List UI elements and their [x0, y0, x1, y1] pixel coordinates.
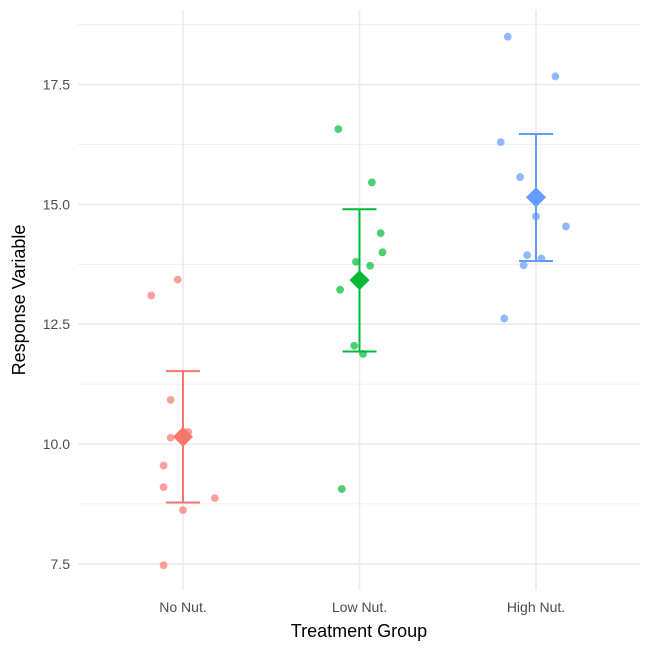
x-tick-label: High Nut. [507, 599, 565, 615]
data-point [350, 341, 359, 350]
data-point [376, 229, 385, 238]
data-point [336, 285, 344, 294]
x-axis-tick-labels: No Nut. Low Nut. High Nut. [159, 599, 565, 615]
data-point [496, 138, 505, 147]
data-point [378, 248, 387, 257]
y-tick-label: 10.0 [43, 436, 70, 452]
data-point [519, 261, 528, 270]
x-tick-label: Low Nut. [332, 599, 387, 615]
data-point [159, 561, 168, 570]
y-axis-tick-labels: 7.5 10.0 12.5 15.0 17.5 [43, 77, 70, 572]
data-point [210, 494, 219, 503]
data-point [523, 251, 532, 260]
data-point [159, 461, 168, 470]
data-point [532, 212, 540, 221]
data-point [516, 173, 525, 181]
y-tick-label: 17.5 [43, 77, 70, 93]
data-point [562, 222, 570, 231]
mean-markers [173, 187, 546, 447]
data-points [147, 32, 570, 570]
data-point [551, 72, 560, 81]
x-axis-title: Treatment Group [291, 621, 427, 641]
mean-marker [349, 270, 370, 291]
data-point [147, 291, 156, 300]
data-point [537, 254, 546, 263]
data-point [352, 258, 360, 266]
data-point [503, 32, 512, 41]
data-point [367, 178, 376, 187]
data-point [173, 275, 182, 284]
data-point [166, 396, 175, 404]
data-point [179, 506, 187, 515]
y-tick-label: 12.5 [43, 316, 70, 332]
grid [78, 10, 640, 590]
y-axis-title: Response Variable [9, 225, 29, 376]
data-point [366, 261, 374, 270]
data-point [166, 433, 175, 442]
y-tick-label: 15.0 [43, 196, 70, 212]
mean-marker [526, 187, 546, 208]
data-point [334, 125, 343, 134]
y-tick-label: 7.5 [51, 556, 71, 572]
mean-marker [173, 426, 193, 447]
data-point [159, 483, 168, 492]
x-tick-label: No Nut. [159, 599, 206, 615]
data-point [359, 350, 367, 358]
data-point [500, 314, 509, 323]
data-point [337, 485, 346, 493]
